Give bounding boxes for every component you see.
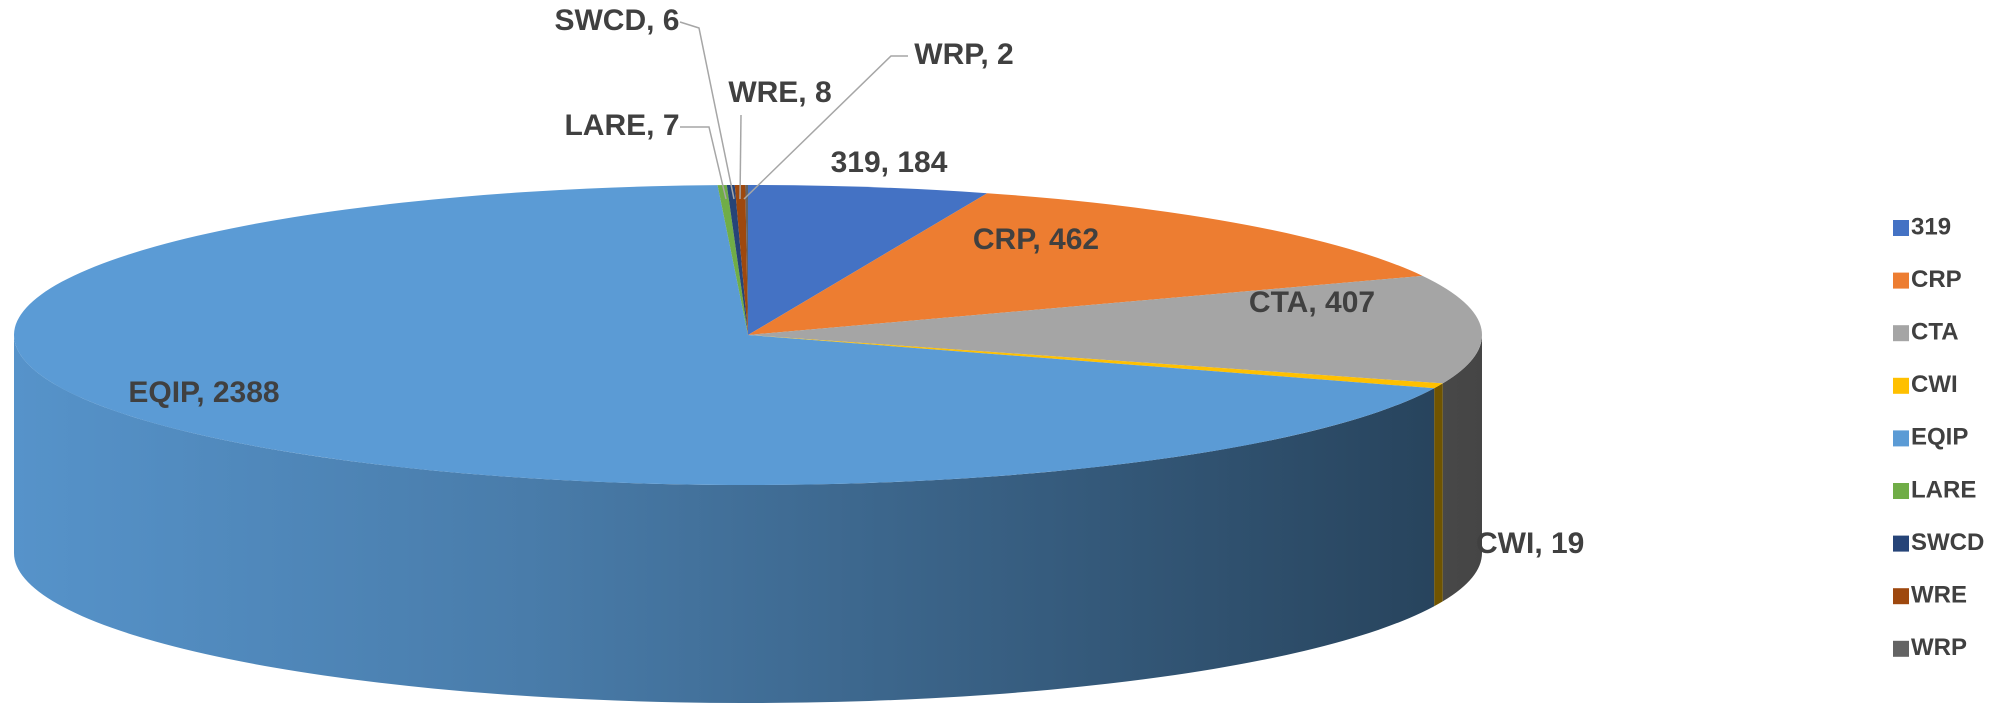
leader-line [679,21,735,200]
data-label: CTA, 407 [1249,286,1375,319]
data-label: CWI, 19 [1476,527,1584,560]
slice-side [1442,335,1482,602]
data-label: LARE, 7 [564,109,679,142]
data-label: 319, 184 [831,146,948,179]
legend-swatch [1893,272,1909,289]
data-label: WRP, 2 [914,38,1013,71]
slice [745,185,748,335]
legend-swatch [1893,640,1909,657]
slice [748,335,1443,389]
slice [748,275,1482,384]
leader-line [743,55,908,200]
slice [734,185,748,335]
legend-label: WRE [1911,582,1967,609]
slice-side [14,335,1435,703]
slice [726,185,748,335]
legend-label: CRP [1911,266,1962,293]
data-label: SWCD, 6 [554,4,679,37]
legend-label: SWCD [1911,529,1984,556]
legend-swatch [1893,535,1909,552]
data-label: WRE, 8 [728,76,831,109]
slice [717,185,748,335]
legend-swatch [1893,325,1909,342]
slice [14,185,1435,486]
legend-swatch [1893,430,1909,447]
legend-label: 319 [1911,213,1951,240]
slice [748,185,988,335]
legend-swatch [1893,377,1909,394]
leader-line [680,126,727,200]
slice [748,193,1423,335]
legend-label: WRP [1911,634,1967,661]
leader-line [739,114,742,200]
legend-swatch [1893,220,1909,236]
legend-label: EQIP [1911,424,1968,451]
legend-label: CWI [1911,371,1958,398]
legend-label: CTA [1911,319,1959,346]
data-label: EQIP, 2388 [128,376,279,409]
legend-swatch [1893,588,1909,605]
slice-side [1434,383,1443,607]
data-label: CRP, 462 [973,223,1099,256]
legend-swatch [1893,483,1909,499]
legend-label: LARE [1911,476,1976,503]
